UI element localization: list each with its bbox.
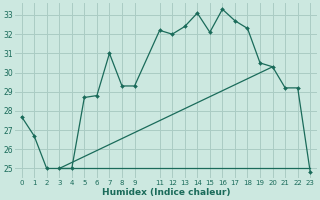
X-axis label: Humidex (Indice chaleur): Humidex (Indice chaleur)	[102, 188, 230, 197]
